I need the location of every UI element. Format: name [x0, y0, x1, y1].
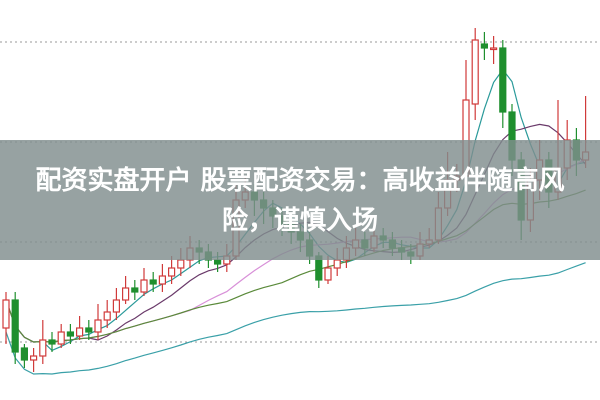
candle-body: [149, 279, 157, 285]
candle-body: [2, 299, 10, 329]
candle-body: [20, 347, 28, 361]
candle-body: [30, 355, 38, 361]
candle-body: [490, 47, 498, 51]
candle-body: [11, 299, 19, 353]
candle-body: [131, 287, 139, 293]
candle-body: [214, 259, 222, 265]
candle-body: [48, 339, 56, 345]
candle-body: [103, 311, 111, 321]
candle-body: [499, 47, 507, 113]
candle-body: [75, 327, 84, 337]
candle-body: [94, 319, 102, 333]
moving-average-line: [5, 262, 586, 375]
candle-body: [333, 259, 341, 269]
candle-body: [112, 299, 121, 313]
candle-body: [480, 43, 488, 49]
candle-body: [39, 339, 47, 357]
candle-body: [158, 275, 166, 285]
candle-body: [57, 331, 65, 345]
candle-body: [471, 39, 479, 105]
candle-body: [168, 267, 176, 277]
candle-body: [177, 259, 185, 269]
candle-body: [66, 331, 75, 337]
candle-body: [121, 287, 130, 301]
candle-body: [140, 279, 148, 293]
candle-body: [85, 327, 93, 333]
candle-body: [324, 267, 332, 281]
headline-banner: [0, 140, 600, 260]
headline-text: 配资实盘开户 股票配资交易：高收益伴随高风险，谨慎入场: [35, 166, 565, 236]
